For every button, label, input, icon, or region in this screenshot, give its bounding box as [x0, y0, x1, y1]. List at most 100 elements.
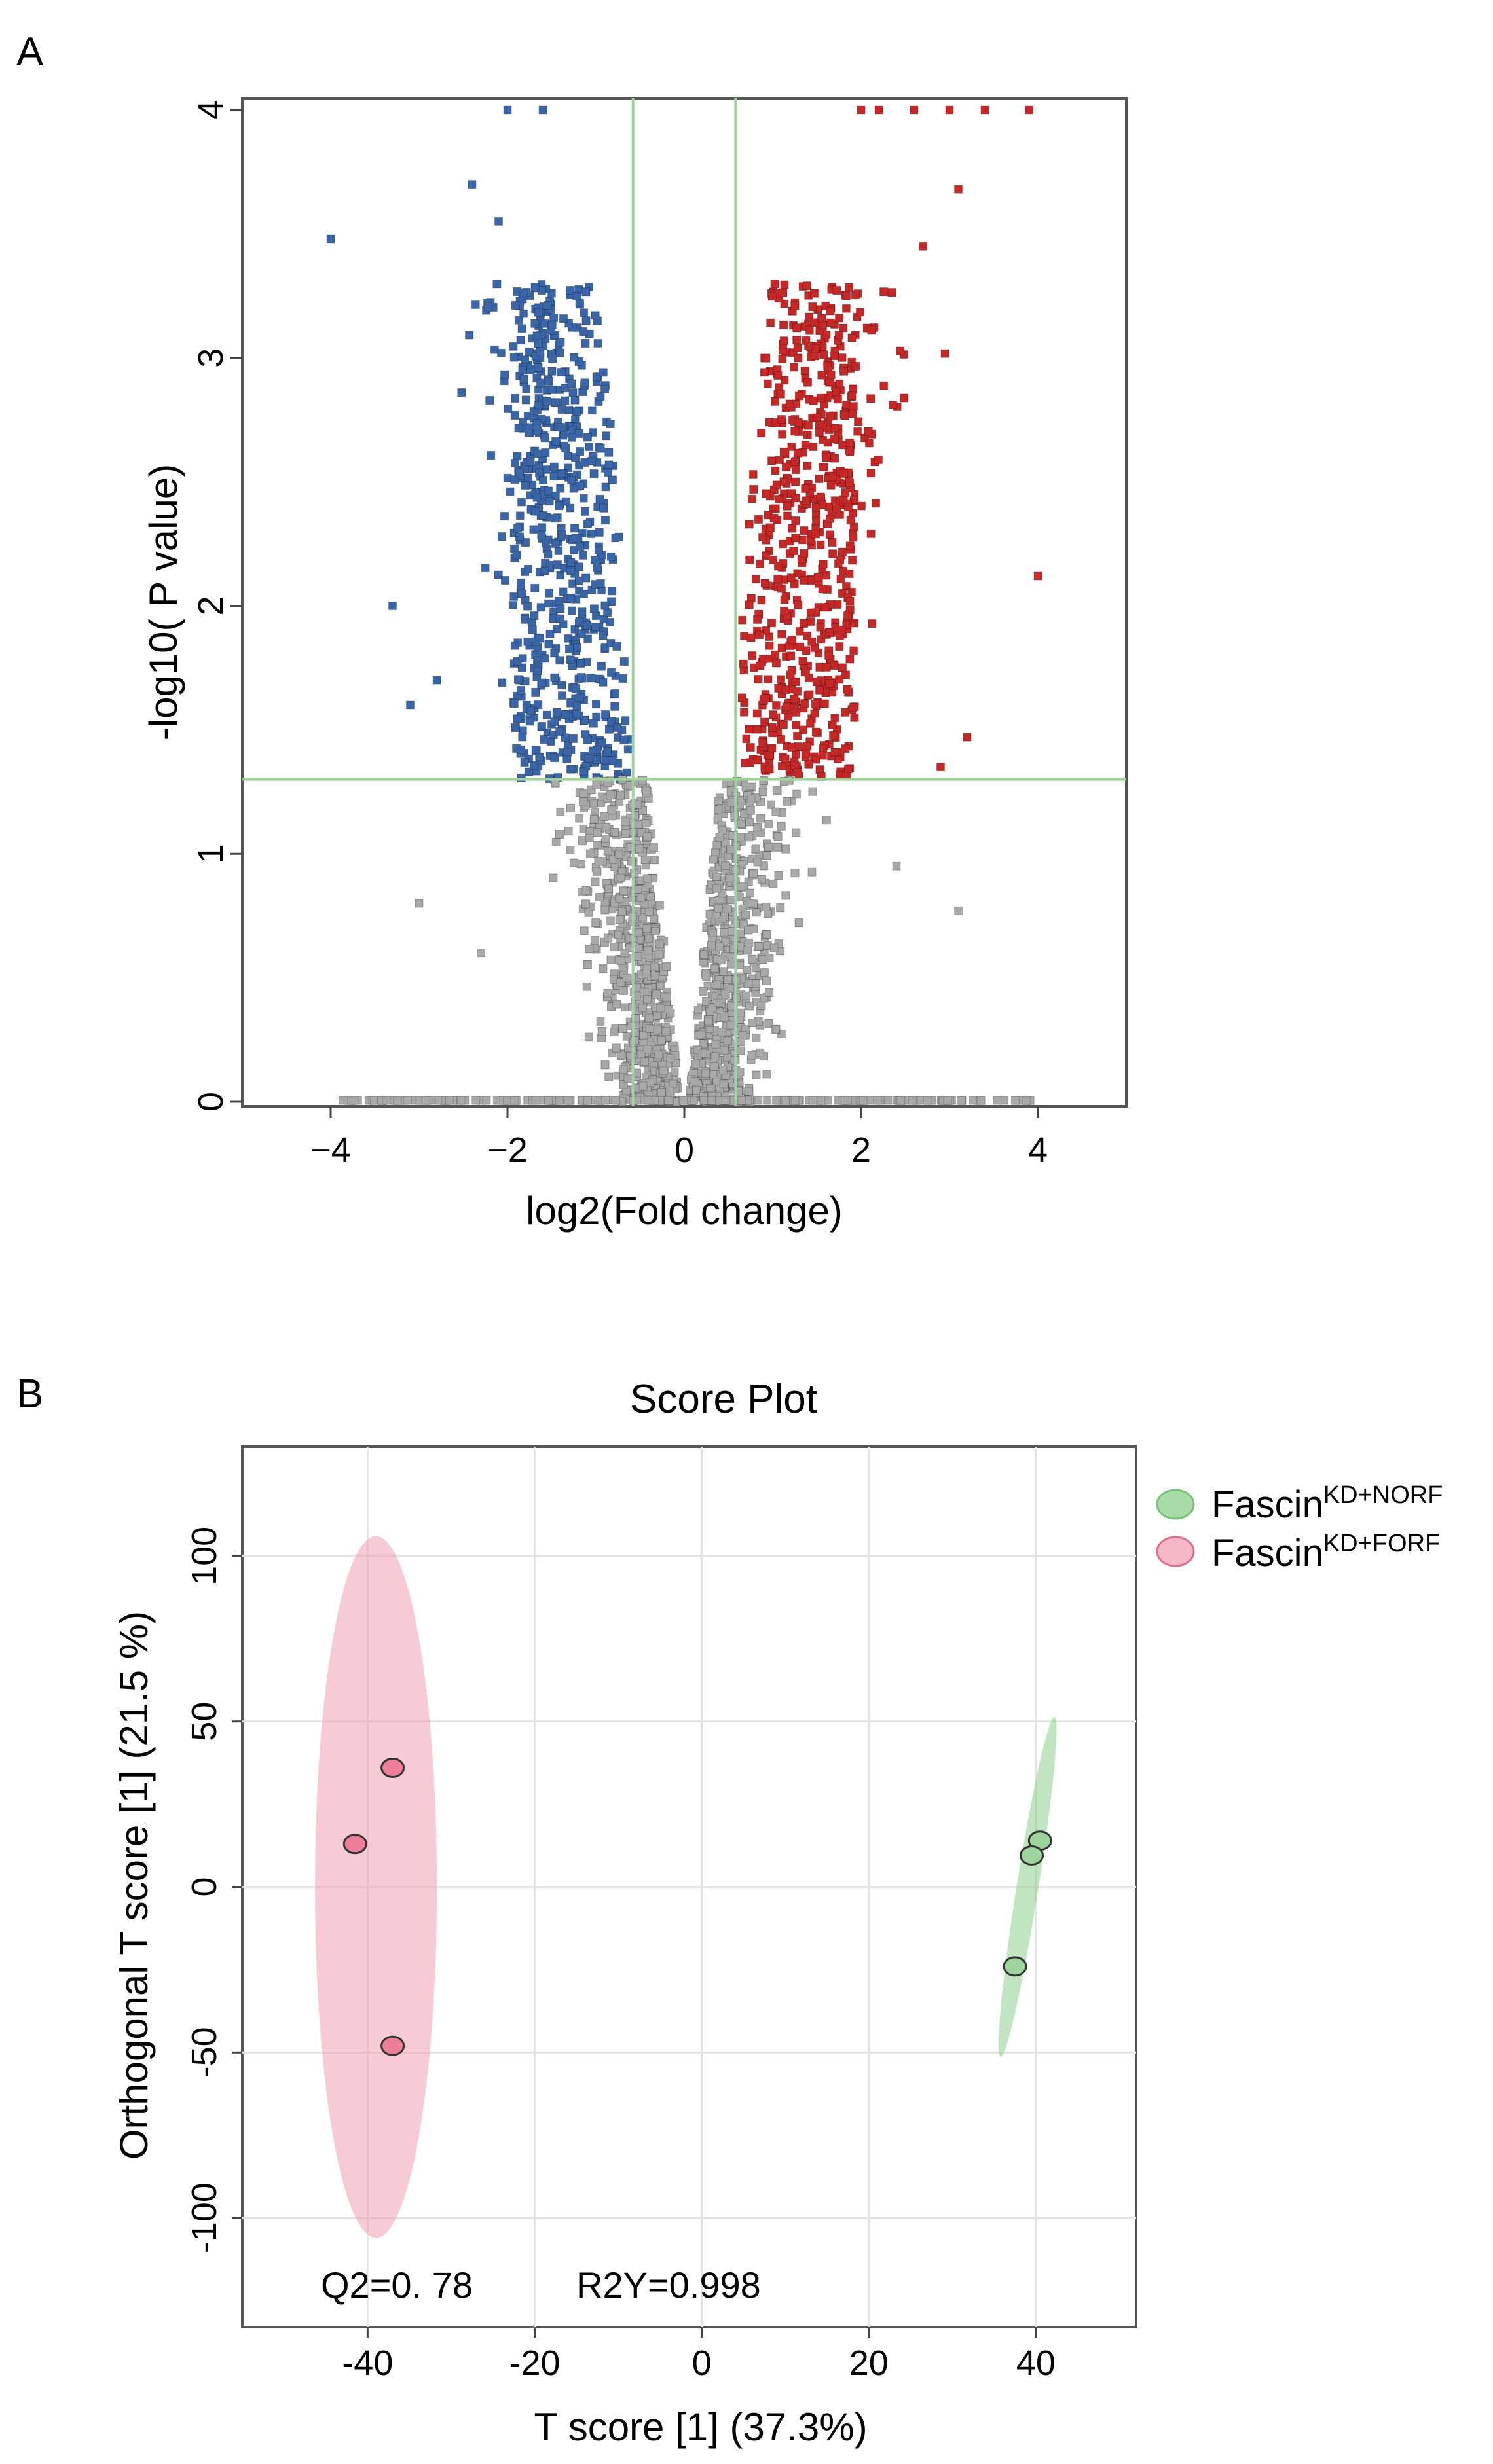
volcano-point — [783, 511, 792, 520]
volcano-point — [710, 964, 720, 973]
x-tick-label: -20 — [509, 2344, 560, 2383]
volcano-point — [513, 714, 522, 723]
volcano-point — [568, 734, 578, 743]
volcano-point — [657, 1036, 666, 1045]
volcano-point — [642, 786, 652, 795]
volcano-point — [549, 873, 558, 882]
volcano-point — [562, 497, 571, 506]
x-tick-label: -40 — [342, 2344, 393, 2383]
volcano-point — [538, 105, 547, 115]
volcano-point — [591, 556, 600, 564]
volcano-point — [748, 782, 756, 791]
volcano-point — [603, 846, 612, 856]
volcano-point — [830, 352, 839, 361]
volcano-point — [701, 1069, 710, 1078]
volcano-point — [588, 746, 597, 755]
volcano-point — [706, 1083, 714, 1093]
volcano-point — [957, 1096, 965, 1105]
volcano-point — [754, 515, 763, 524]
volcano-point — [509, 699, 519, 708]
volcano-point — [534, 363, 543, 372]
volcano-point — [623, 745, 633, 754]
volcano-point — [514, 424, 523, 433]
volcano-point — [707, 941, 716, 950]
volcano-point — [623, 973, 631, 983]
x-tick-label: 20 — [849, 2344, 889, 2383]
volcano-point — [516, 578, 525, 587]
volcano-point — [825, 628, 834, 638]
volcano-point — [503, 1096, 512, 1105]
x-tick-label: 4 — [1028, 1131, 1048, 1170]
volcano-point — [826, 371, 836, 380]
volcano-point — [923, 1096, 932, 1105]
volcano-point — [712, 873, 722, 881]
volcano-point — [808, 302, 817, 312]
legend-swatch-forf — [1156, 1536, 1195, 1567]
volcano-point — [579, 494, 588, 503]
volcano-point — [847, 333, 857, 342]
volcano-point — [767, 744, 777, 753]
volcano-point — [574, 576, 583, 585]
volcano-point — [896, 346, 905, 355]
volcano-point — [523, 637, 532, 646]
volcano-point — [572, 643, 581, 653]
volcano-point — [650, 856, 659, 865]
volcano-point — [792, 828, 801, 837]
volcano-point — [849, 533, 858, 542]
volcano-point — [822, 816, 831, 825]
volcano-point — [800, 575, 809, 585]
volcano-point — [561, 396, 570, 405]
volcano-point — [767, 800, 775, 809]
volcano-point — [596, 579, 605, 588]
volcano-point — [760, 717, 769, 727]
volcano-point — [640, 856, 650, 864]
volcano-point — [528, 625, 537, 634]
volcano-point — [764, 842, 773, 852]
volcano-point — [550, 717, 559, 727]
volcano-point — [737, 1096, 746, 1105]
volcano-point — [570, 524, 580, 533]
volcano-point — [661, 962, 671, 971]
volcano-point — [828, 538, 837, 547]
volcano-point — [715, 942, 724, 951]
volcano-point — [792, 323, 802, 333]
volcano-point — [521, 355, 530, 365]
volcano-point — [766, 318, 775, 327]
volcano-point — [370, 1096, 379, 1105]
volcano-point — [650, 915, 659, 924]
volcano-point — [864, 427, 873, 436]
volcano-point — [432, 676, 441, 685]
volcano-point — [744, 979, 753, 988]
volcano-point — [780, 606, 788, 615]
volcano-point — [787, 742, 796, 752]
volcano-point — [721, 861, 730, 870]
volcano-point — [767, 292, 777, 301]
volcano-point — [825, 530, 834, 539]
volcano-point — [539, 476, 547, 484]
volcano-point — [815, 765, 824, 774]
volcano-point — [597, 662, 606, 671]
volcano-point — [757, 429, 766, 438]
volcano-point — [540, 433, 549, 443]
volcano-point — [616, 791, 625, 800]
volcano-point — [726, 960, 735, 969]
volcano-point — [544, 599, 553, 608]
volcano-point — [830, 454, 839, 463]
volcano-point — [720, 1046, 729, 1055]
volcano-point — [580, 308, 589, 317]
volcano-point — [711, 1040, 720, 1049]
volcano-point — [792, 721, 801, 730]
y-axis-label: Orthogonal T score [1] (21.5 %) — [112, 1611, 156, 2160]
volcano-point — [572, 292, 581, 300]
volcano-point — [666, 1054, 675, 1063]
volcano-point — [717, 1028, 726, 1037]
volcano-point — [603, 989, 612, 998]
volcano-point — [539, 511, 548, 520]
volcano-point — [421, 1096, 430, 1105]
volcano-point — [752, 1034, 761, 1042]
volcano-point — [790, 695, 799, 704]
panel-label-b: B — [16, 1371, 43, 1417]
volcano-point — [515, 532, 524, 541]
volcano-point — [748, 470, 758, 479]
volcano-point — [556, 808, 565, 816]
